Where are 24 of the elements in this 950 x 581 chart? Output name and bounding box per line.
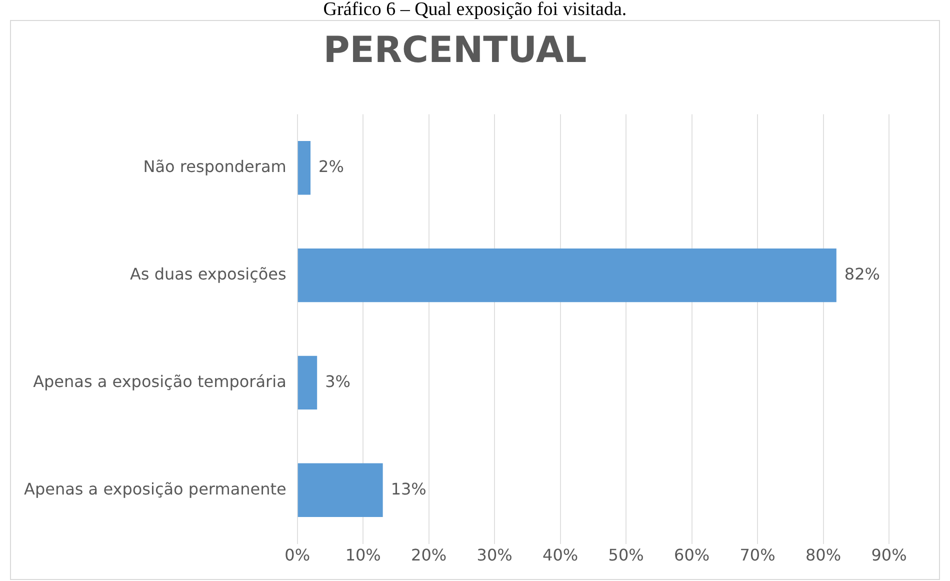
bar	[298, 463, 383, 517]
y-tick-label: Apenas a exposição permanente	[24, 479, 286, 498]
y-tick-label: Não responderam	[143, 157, 286, 176]
chart-title: PERCENTUAL	[323, 30, 587, 71]
data-label: 2%	[318, 157, 344, 176]
x-tick-label: 90%	[871, 546, 907, 565]
y-tick-label: As duas exposições	[130, 264, 286, 284]
x-tick-label: 70%	[740, 546, 776, 565]
text: Gráfico 6 – Qual exposição foi visitada.	[322, 0, 628, 20]
x-tick-label: 40%	[542, 546, 578, 565]
x-tick-label: 20%	[411, 546, 447, 565]
x-tick-label: 80%	[805, 546, 842, 565]
y-tick-label: Apenas a exposição temporária	[33, 372, 286, 391]
bar	[298, 141, 311, 195]
data-label: 82%	[844, 264, 880, 284]
x-tick-label: 30%	[476, 546, 512, 565]
x-tick-label: 0%	[284, 546, 310, 565]
x-tick-label: 10%	[345, 546, 381, 565]
bar	[298, 248, 836, 302]
data-label: 3%	[325, 372, 350, 391]
x-tick-label: 50%	[608, 546, 644, 565]
bar	[298, 356, 318, 410]
x-tick-label: 60%	[674, 546, 710, 565]
data-label: 13%	[390, 479, 426, 498]
